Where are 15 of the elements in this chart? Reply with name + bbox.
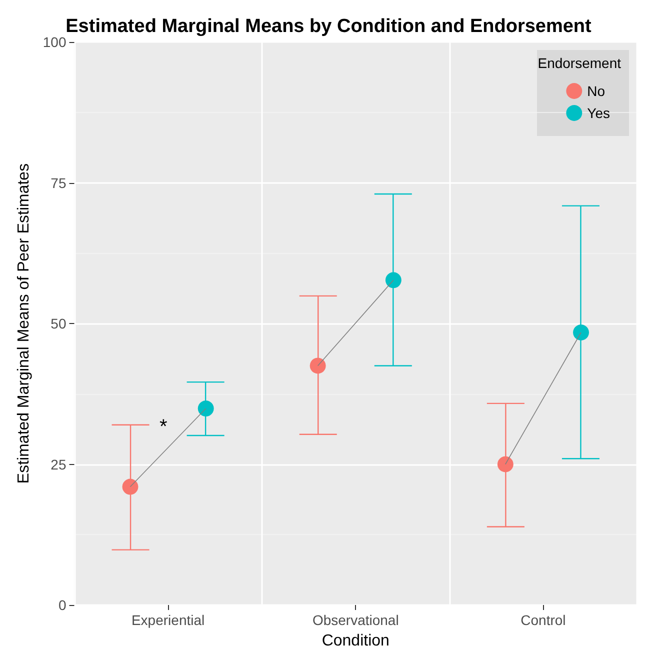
annotation: *	[160, 416, 168, 438]
y-tick-label: 50	[50, 316, 66, 332]
y-tick-label: 0	[58, 597, 66, 613]
y-tick-label: 75	[50, 174, 66, 191]
y-tick-label: 25	[50, 456, 66, 472]
legend-label: No	[587, 83, 606, 99]
y-axis-title: Estimated Marginal Means of Peer Estimates	[16, 163, 32, 484]
y-tick-label: 100	[42, 34, 66, 50]
x-tick-label: Observational	[312, 612, 399, 628]
x-tick-label: Control	[520, 612, 566, 628]
legend-title: Endorsement	[538, 55, 622, 71]
legend-label: Yes	[587, 105, 610, 121]
x-tick-label: Experiential	[131, 612, 205, 628]
x-axis-title: Condition	[322, 632, 390, 650]
chart-title: Estimated Marginal Means by Condition and Endorsement	[66, 16, 592, 37]
